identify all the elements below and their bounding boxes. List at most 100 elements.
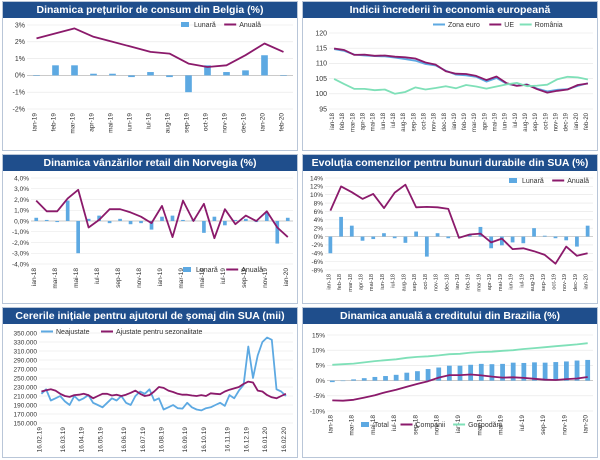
- y-tick-label: 230.000: [14, 384, 38, 391]
- x-tick-label: nov-19: [561, 415, 568, 435]
- bar-Lunară: [414, 231, 418, 237]
- x-tick-label: sep-19: [184, 113, 191, 133]
- x-tick-label: mai-18: [369, 274, 375, 291]
- panel-somaj: Cererile inițiale pentru ajutorul de șom…: [2, 307, 298, 458]
- bar-Lunară: [264, 212, 269, 221]
- x-tick-label: mar-19: [476, 415, 483, 436]
- bar-Total: [500, 363, 505, 381]
- legend-swatch-Total: [361, 422, 369, 427]
- y-tick-label: 170.000: [14, 411, 38, 418]
- bar-Lunară: [166, 75, 173, 78]
- y-tick-label: 10%: [310, 192, 323, 199]
- bar-Total: [468, 364, 474, 381]
- chart-title-brazilia: Dinamica anuală a creditului din Brazili…: [303, 308, 597, 324]
- x-tick-label: sep-19: [541, 274, 547, 291]
- legend-swatch-Lunară: [183, 267, 191, 272]
- bar-Total: [436, 367, 442, 381]
- chart-title-sua-durabile: Evoluția comenzilor pentru bunuri durabi…: [303, 155, 597, 171]
- y-tick-label: -3,0%: [12, 251, 29, 258]
- x-tick-label: iul-19: [220, 268, 227, 284]
- x-tick-label: ian-18: [330, 112, 336, 129]
- y-tick-label: -5%: [313, 393, 325, 400]
- y-tick-label: 350.000: [14, 330, 38, 337]
- y-tick-label: 0,0%: [14, 218, 29, 225]
- y-tick-label: 100: [315, 91, 327, 98]
- y-tick-label: 3,0%: [14, 186, 29, 193]
- legend-swatch-Lunară: [181, 22, 189, 27]
- x-tick-label: iul-18: [391, 415, 398, 431]
- bar-Lunară: [275, 221, 280, 244]
- panel-sua-durabile: Evoluția comenzilor pentru bunuri durabi…: [302, 154, 598, 304]
- line-Ajustate pentru sezonalitate: [41, 380, 287, 400]
- x-tick-label: dec-18: [442, 112, 448, 131]
- bar-Total: [361, 378, 367, 381]
- line-UE: [333, 47, 589, 94]
- x-tick-label: sep-19: [533, 112, 539, 131]
- x-tick-label: mar-18: [348, 274, 354, 292]
- x-tick-label: ian-19: [455, 274, 461, 290]
- x-tick-label: 16.07.19: [140, 427, 147, 453]
- y-tick-label: 8%: [314, 200, 324, 207]
- bar-Lunară: [185, 75, 192, 93]
- x-tick-label: iul-19: [519, 415, 526, 431]
- x-tick-label: oct-19: [203, 113, 210, 131]
- x-tick-label: oct-19: [543, 112, 549, 129]
- legend-label: Gospodării: [468, 422, 502, 429]
- x-tick-label: ian-20: [283, 268, 290, 286]
- y-tick-label: 0%: [15, 73, 25, 80]
- x-tick-label: iul-18: [391, 274, 397, 288]
- x-tick-label: feb-18: [340, 112, 346, 130]
- x-tick-label: ian-18: [326, 274, 332, 290]
- x-tick-label: ian-18: [31, 268, 38, 286]
- bar-Lunară: [553, 236, 558, 239]
- bar-Lunară: [223, 221, 227, 226]
- bar-Lunară: [328, 236, 333, 254]
- chart-title-incredere: Indicii încrederii în economia europeană: [303, 2, 597, 18]
- x-tick-label: sep-18: [411, 112, 417, 131]
- x-tick-label: sep-19: [540, 415, 547, 435]
- y-tick-label: 4,0%: [14, 175, 29, 182]
- bar-Lunară: [339, 216, 343, 237]
- legend-label: România: [535, 22, 563, 29]
- x-tick-label: 16.01.20: [262, 427, 269, 453]
- x-tick-label: ian-19: [157, 268, 164, 286]
- y-tick-label: 95: [319, 106, 327, 113]
- y-tick-label: -2%: [13, 106, 25, 113]
- x-tick-label: feb-20: [279, 113, 286, 132]
- bar-Lunară: [160, 216, 164, 221]
- x-tick-label: nov-19: [562, 274, 568, 291]
- y-tick-label: 5%: [316, 363, 326, 370]
- x-tick-label: ian-19: [32, 113, 39, 131]
- bar-Total: [585, 359, 591, 381]
- y-tick-label: 115: [316, 46, 327, 53]
- bar-Lunară: [139, 221, 143, 224]
- x-tick-label: 16.12.19: [243, 427, 250, 453]
- legend-label: Anuală: [239, 22, 261, 29]
- x-tick-label: apr-19: [89, 113, 96, 132]
- legend-label: Ajustate pentru sezonalitate: [116, 329, 202, 336]
- chart-brazilia: -10% -5% 0% 5% 10% 15% ian-18 mar-18 mai-18 iul-1…: [310, 332, 593, 436]
- chart-belgia: -2% -1% 0% 1% 2% 3% ian-19 feb-19 mar-19 apr-19 ma…: [13, 22, 293, 134]
- y-tick-label: 210.000: [14, 393, 38, 400]
- x-tick-label: iul-18: [391, 112, 397, 127]
- panel-norvegia: Dinamica vânzărilor retail din Norvegia …: [2, 154, 298, 304]
- y-tick-label: 190.000: [14, 402, 38, 409]
- x-tick-label: mai-19: [498, 274, 504, 291]
- y-tick-label: 15%: [312, 332, 325, 339]
- bar-Total: [532, 362, 537, 381]
- bar-Total: [329, 380, 335, 383]
- bar-Lunară: [500, 236, 504, 246]
- line-Companii: [332, 373, 588, 402]
- y-tick-label: 6%: [314, 209, 324, 216]
- bar-Total: [446, 365, 452, 381]
- bar-Total: [425, 369, 431, 381]
- y-tick-label: 310.000: [14, 348, 38, 355]
- legend-label: Anuală: [567, 178, 589, 185]
- bar-Lunară: [223, 72, 230, 76]
- x-tick-label: 16.04.19: [79, 427, 86, 453]
- x-tick-label: apr-18: [361, 112, 367, 130]
- x-tick-label: feb-18: [337, 274, 343, 290]
- y-tick-label: 10%: [312, 348, 325, 355]
- x-tick-label: mai-19: [493, 112, 499, 131]
- x-tick-label: aug-18: [401, 112, 407, 131]
